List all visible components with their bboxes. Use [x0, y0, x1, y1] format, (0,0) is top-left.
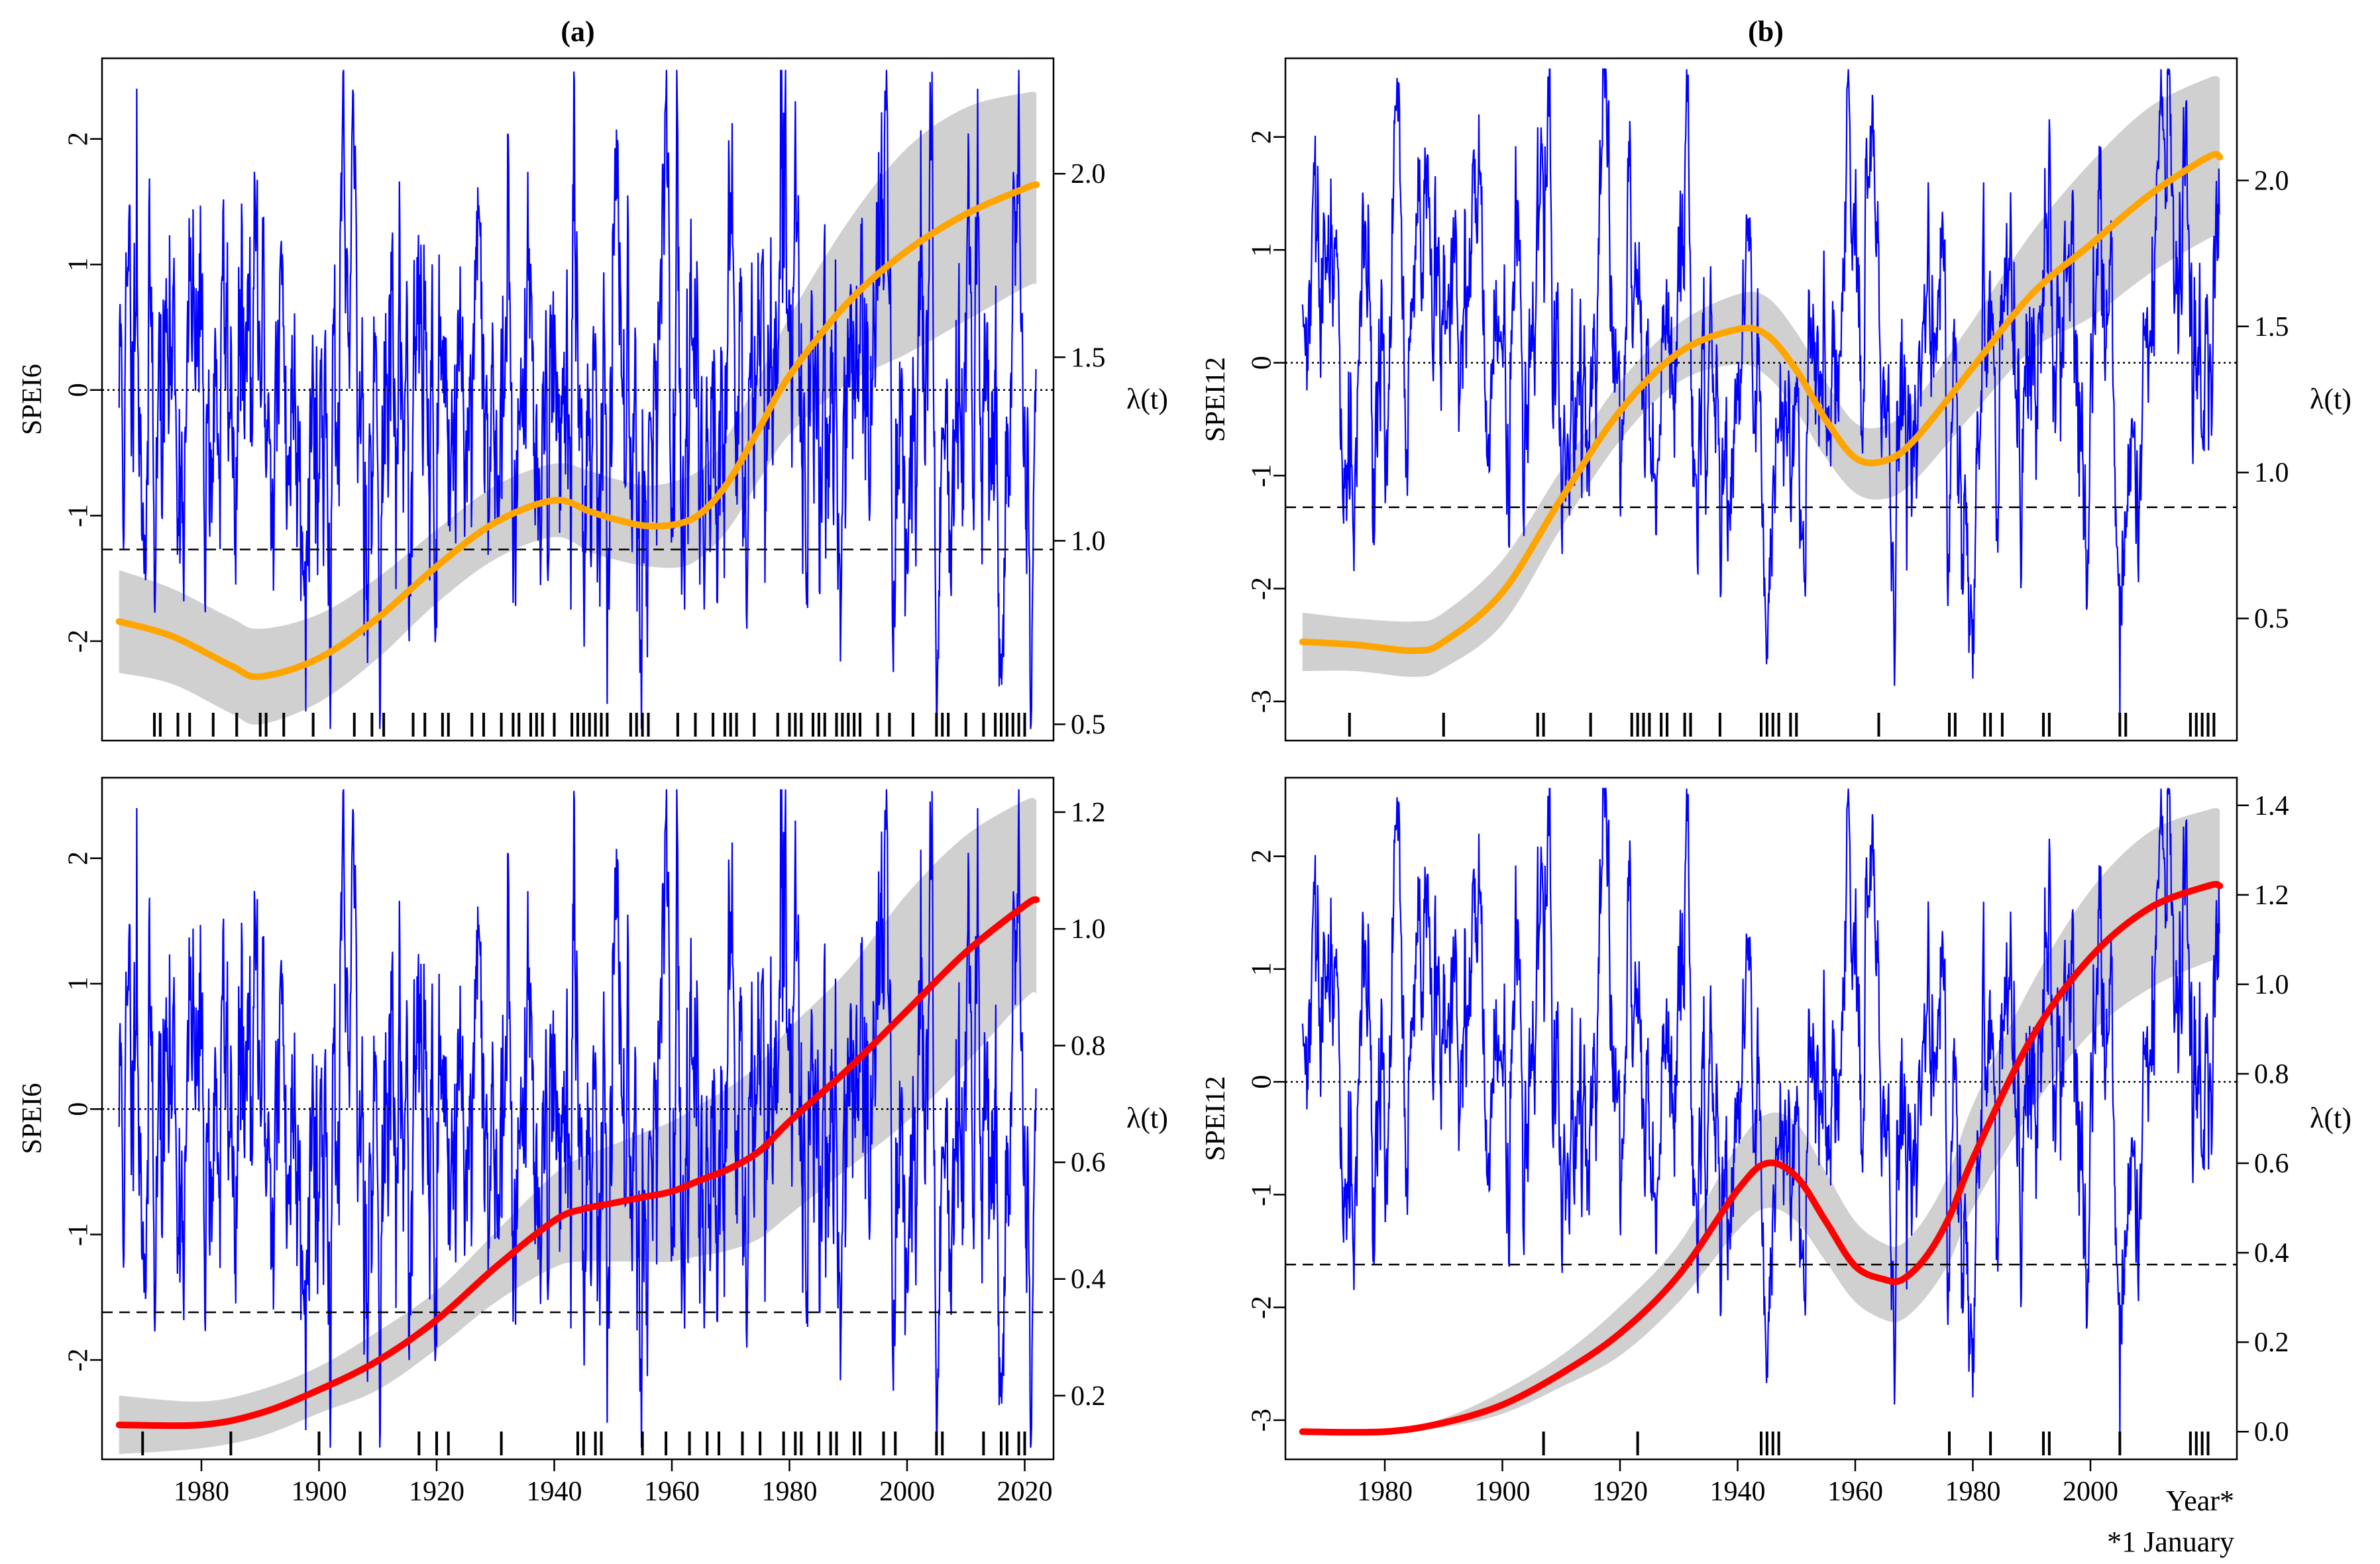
x-tick-label: 1980 [1357, 1477, 1413, 1507]
y-tick-label: 1 [1247, 243, 1277, 257]
y2-axis-label: λ(t) [2310, 1102, 2352, 1135]
panel-b_bottom: -3 -2 -1 0 1 2 SPEI12 0.0 0.2 0.4 0.6 0.8 1.0 1.2 1.4 λ… [1201, 776, 2352, 1507]
confidence-band [1302, 76, 2220, 677]
x-tick-label: 1980 [1945, 1477, 2001, 1507]
y2-tick-label: 0.6 [2254, 1149, 2289, 1179]
y-tick-label: -1 [64, 1223, 94, 1246]
plot-area [1285, 68, 2237, 737]
y-tick-label: -3 [1247, 1408, 1277, 1432]
lambda-curve [115, 181, 1040, 680]
panel-a-title: (a) [561, 15, 594, 48]
x-tick-label: 2000 [2063, 1477, 2118, 1507]
y2-axis-label: λ(t) [1126, 1102, 1168, 1135]
y2-tick-label: 0.5 [2254, 604, 2289, 635]
y-tick-label: -2 [64, 629, 94, 652]
x-tick-label: 1980 [174, 1477, 229, 1507]
y2-tick-label: 1.0 [2254, 458, 2289, 488]
y2-tick-label: 1.2 [1071, 798, 1106, 828]
x-tick-label: 1900 [1475, 1477, 1531, 1507]
panels-group: -2 -1 0 1 2 SPEI6 0.5 1.0 1.5 2.0 λ(t) -2 -1 0 1 2 SPEI6… [17, 57, 2352, 1507]
y2-tick-label: 1.5 [2254, 312, 2289, 342]
y2-tick-label: 0.2 [1071, 1381, 1106, 1412]
x-tick-label: 2020 [997, 1477, 1053, 1507]
confidence-band [119, 91, 1037, 725]
y-tick-label: -3 [1247, 690, 1277, 713]
y2-axis-label: λ(t) [1126, 383, 1168, 415]
y2-tick-label: 0.8 [2254, 1059, 2289, 1090]
x-tick-label: 2000 [879, 1477, 935, 1507]
y2-tick-label: 0.8 [1071, 1031, 1106, 1061]
y-tick-label: -2 [64, 1348, 94, 1371]
y2-tick-label: 1.4 [2254, 791, 2289, 821]
y2-axis-label: λ(t) [2310, 383, 2352, 415]
lambda-curve [1299, 150, 2224, 654]
y-tick-label: 0 [64, 1102, 94, 1116]
y2-tick-label: 1.0 [1071, 526, 1106, 556]
x-tick-label: 1940 [527, 1477, 582, 1507]
y-tick-label: 2 [64, 132, 94, 146]
plot-area [102, 789, 1054, 1455]
y-tick-label: 0 [1247, 356, 1277, 370]
y-tick-label: 2 [64, 851, 94, 865]
x-tick-label: 1980 [762, 1477, 818, 1507]
lambda-curve [115, 896, 1040, 1430]
y-axis-label: SPEI6 [17, 1083, 48, 1154]
footnote-text: *1 January [2107, 1526, 2234, 1558]
footnote-year-label: Year* [2166, 1485, 2234, 1517]
y2-tick-label: 0.2 [2254, 1328, 2289, 1358]
panel-b-title: (b) [1748, 15, 1784, 48]
y2-tick-label: 0.0 [2254, 1417, 2289, 1447]
y2-tick-label: 0.4 [1071, 1265, 1106, 1295]
y-tick-label: -2 [1247, 1296, 1277, 1319]
y-tick-label: -1 [64, 504, 94, 527]
y2-tick-label: 0.4 [2254, 1238, 2289, 1269]
x-tick-label: 1960 [1827, 1477, 1883, 1507]
plot-frame [1284, 57, 2238, 742]
y-tick-label: -2 [1247, 577, 1277, 600]
spei-series-line [1301, 788, 2220, 1443]
y2-tick-label: 1.0 [1071, 914, 1106, 945]
y-tick-label: 1 [64, 258, 94, 272]
y-axis-label: SPEI12 [1201, 357, 1231, 442]
x-tick-label: 1940 [1710, 1477, 1766, 1507]
y-axis-label: SPEI6 [17, 364, 48, 435]
y2-tick-label: 2.0 [1071, 159, 1106, 189]
x-tick-label: 1920 [409, 1477, 464, 1507]
lambda-curve [1299, 880, 2224, 1436]
panel-b_top: -3 -2 -1 0 1 2 SPEI12 0.5 1.0 1.5 2.0 λ(t) [1201, 57, 2352, 742]
y2-tick-label: 0.5 [1071, 709, 1106, 740]
y-tick-label: 2 [1247, 849, 1277, 863]
y2-tick-label: 1.5 [1071, 342, 1106, 373]
plot-frame [101, 776, 1055, 1461]
y-tick-label: 1 [64, 976, 94, 990]
y-tick-label: 2 [1247, 130, 1277, 144]
y-tick-label: 0 [1247, 1075, 1277, 1089]
plot-frame [101, 57, 1055, 742]
y2-tick-label: 0.6 [1071, 1148, 1106, 1178]
panel-a_bottom: -2 -1 0 1 2 SPEI6 0.2 0.4 0.6 0.8 1.0 1.2 λ(t) 1980 19… [17, 776, 1168, 1507]
x-tick-label: 1960 [644, 1477, 700, 1507]
y2-tick-label: 2.0 [2254, 166, 2289, 196]
plot-frame [1284, 776, 2238, 1461]
y2-tick-label: 1.2 [2254, 880, 2289, 911]
y-axis-label: SPEI12 [1201, 1076, 1231, 1161]
x-tick-label: 1900 [292, 1477, 347, 1507]
x-tick-label: 1920 [1592, 1477, 1648, 1507]
plot-area [1285, 788, 2237, 1455]
y-tick-label: -1 [1247, 464, 1277, 488]
plot-area [102, 70, 1054, 737]
y2-tick-label: 1.0 [2254, 970, 2289, 1000]
panel-a_top: -2 -1 0 1 2 SPEI6 0.5 1.0 1.5 2.0 λ(t) [17, 57, 1168, 742]
y-tick-label: 1 [1247, 962, 1277, 976]
y-tick-label: 0 [64, 383, 94, 397]
y-tick-label: -1 [1247, 1183, 1277, 1206]
spei-series-line [1301, 68, 2220, 725]
spei-series-line [118, 789, 1037, 1448]
